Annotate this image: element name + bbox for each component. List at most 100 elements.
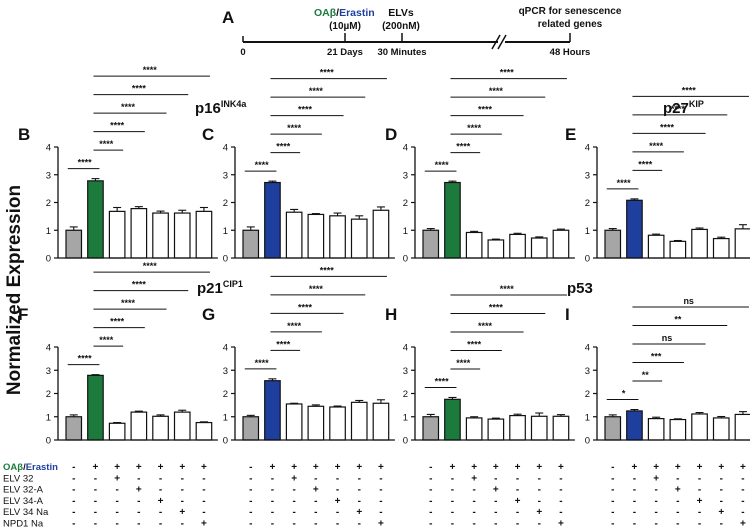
treatment-sign: - [249, 473, 252, 484]
treatment-sign: - [633, 496, 636, 507]
treatment-sign: + [653, 462, 659, 473]
timeline-label-t1: 21 Days [327, 47, 363, 58]
significance-label: **** [298, 105, 313, 115]
gene-title-p21-sup: CIP1 [223, 279, 243, 289]
treatment-sign: - [292, 496, 295, 507]
treatment-sign: - [358, 496, 361, 507]
bar [264, 380, 281, 441]
treatment-sign: - [314, 496, 317, 507]
treatment-sign: - [94, 507, 97, 518]
treatment-sign: + [718, 462, 724, 473]
treatment-sign: - [516, 507, 519, 518]
y-tick-label: 3 [585, 366, 590, 377]
treatment-sign: - [358, 519, 361, 530]
y-tick-label: 3 [585, 170, 590, 181]
treatment-sign: - [494, 507, 497, 518]
y-tick-label: 1 [403, 412, 408, 423]
y-tick-label: 0 [223, 436, 228, 447]
bar-chart-panel-E: E 0 1 2 3 4 **** **** **** **** **** **** [565, 85, 750, 265]
y-tick-label: 1 [585, 226, 590, 237]
treatment-sign: - [249, 519, 252, 530]
treatment-sign: + [201, 462, 207, 473]
y-tick-label: 2 [46, 198, 51, 209]
significance-label: **** [309, 284, 324, 294]
treatment-sign: - [538, 473, 541, 484]
gene-title-p21: p21CIP1 [197, 279, 243, 297]
significance-label: **** [287, 321, 302, 331]
treatment-sign: + [471, 473, 477, 484]
treatment-sign: + [653, 473, 659, 484]
treatment-sign: - [676, 507, 679, 518]
treatment-row-label: ELV 32-A [3, 485, 44, 496]
bar [712, 417, 730, 441]
treatment-sign: - [115, 519, 118, 530]
treatment-sign: - [181, 473, 184, 484]
significance-label: **** [121, 298, 136, 308]
significance-label: **** [99, 139, 114, 149]
treatment-sign: + [558, 519, 564, 530]
significance-label: **** [649, 141, 664, 151]
treatment-sign: - [451, 473, 454, 484]
gene-title-p16-sup: INK4a [221, 99, 248, 109]
bar [195, 421, 213, 441]
treatment-sign: + [356, 462, 362, 473]
significance-label: **** [456, 358, 471, 368]
bar [372, 402, 390, 441]
timeline-break-mark [497, 34, 507, 50]
treatment-sign: - [137, 496, 140, 507]
treatment-sign: - [379, 496, 382, 507]
panel-letter: B [18, 125, 30, 144]
treatment-sign: - [72, 519, 75, 530]
bar [552, 415, 570, 441]
treatment-sign: + [158, 496, 164, 507]
treatment-sign: - [633, 507, 636, 518]
panel-letter: C [202, 125, 214, 144]
treatment-sign: - [698, 473, 701, 484]
timeline-panel-letter: A [222, 8, 234, 27]
treatment-sign: + [291, 473, 297, 484]
treatment-sign: - [741, 496, 744, 507]
treatment-sign: - [336, 485, 339, 496]
bar [626, 410, 643, 441]
treatment-sign: + [632, 462, 638, 473]
treatment-sign: - [159, 473, 162, 484]
treatment-row-label: ELV 32 [3, 473, 33, 484]
treatment-sign: - [720, 519, 723, 530]
bar [422, 229, 440, 259]
treatment-sign: - [429, 462, 432, 473]
treatment-sign: - [494, 496, 497, 507]
bar [285, 211, 303, 259]
treatment-sign: + [378, 519, 384, 530]
treatment-sign: - [611, 519, 614, 530]
significance-label: **** [467, 339, 482, 349]
significance-label: **** [110, 317, 125, 327]
y-tick-label: 4 [46, 343, 51, 354]
treatment-sign: - [472, 496, 475, 507]
treatment-sign: - [336, 473, 339, 484]
treatment-sign: - [159, 507, 162, 518]
significance-label: **** [500, 284, 515, 294]
timeline-qpcr-line1: qPCR for senescence [519, 6, 622, 17]
timeline-erastin-label: Erastin [339, 7, 375, 19]
y-tick-label: 3 [46, 170, 51, 181]
timeline-label-t2: 30 Minutes [377, 47, 426, 58]
significance-label: **** [671, 104, 686, 114]
significance-label: * [622, 389, 626, 399]
significance-label: **** [99, 335, 114, 345]
significance-label: *** [651, 352, 662, 362]
y-tick-label: 3 [223, 366, 228, 377]
bar [530, 415, 548, 441]
treatment-sign: - [292, 507, 295, 518]
treatment-sign: + [93, 462, 99, 473]
bar [647, 234, 665, 259]
timeline-qpcr-line2: related genes [538, 19, 603, 30]
significance-label: **** [255, 160, 270, 170]
treatment-sign: + [313, 462, 319, 473]
treatment-sign: - [72, 496, 75, 507]
treatment-sign: - [72, 507, 75, 518]
treatment-sign: - [202, 507, 205, 518]
y-tick-label: 4 [223, 143, 228, 154]
treatment-sign: - [94, 519, 97, 530]
treatment-sign: + [114, 473, 120, 484]
y-tick-label: 2 [585, 389, 590, 400]
